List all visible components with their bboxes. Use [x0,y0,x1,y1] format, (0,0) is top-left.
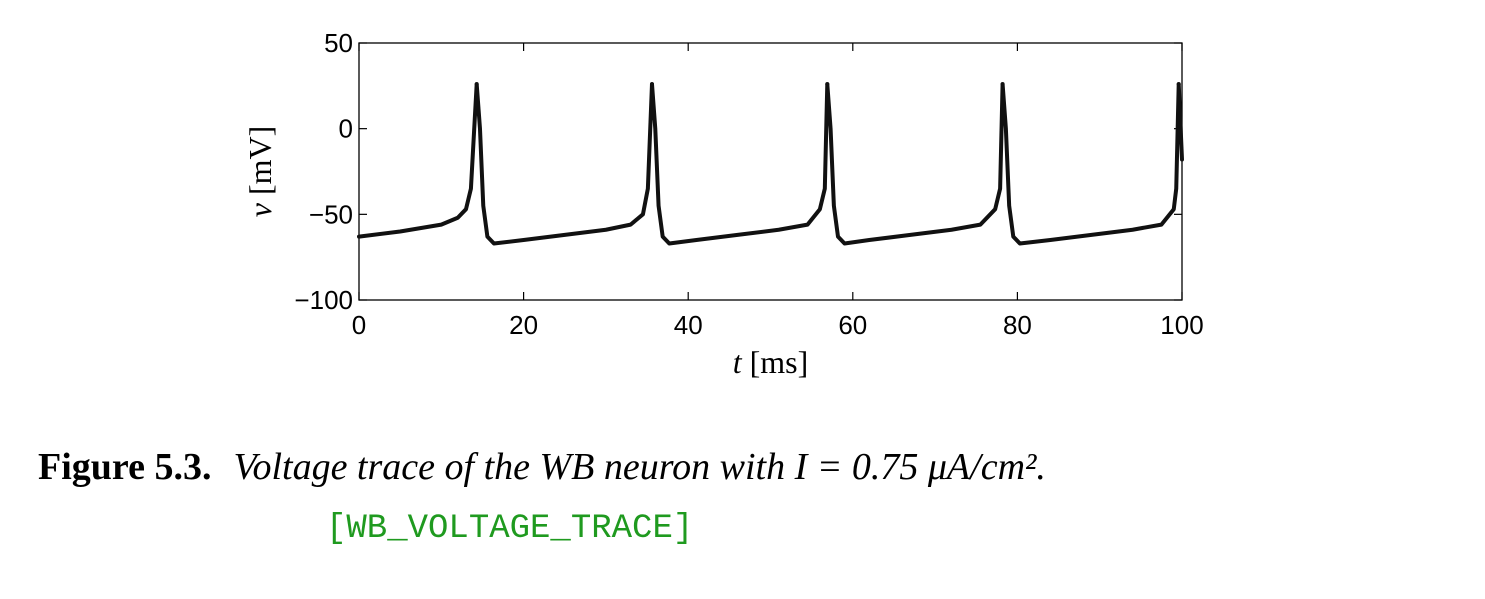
figure-caption: Figure 5.3. Voltage trace of the WB neuro… [38,445,1478,489]
plot-frame [358,42,1183,301]
spike-peak [825,82,830,87]
x-tick-label: 100 [1160,310,1203,340]
caption-label: Figure 5.3. [38,446,212,488]
y-tick-label: 0 [339,114,353,144]
spike-peak [1000,82,1005,87]
y-tick-label: 50 [324,28,353,58]
y-tick-label: −50 [309,199,353,229]
spike-peak [474,82,479,87]
caption-text: Voltage trace of the WB neuron with I = … [233,446,1046,488]
x-axis-label: t [ms] [733,344,809,380]
y-tick-label: −100 [294,285,353,315]
y-axis-variable: v [242,202,278,217]
x-tick-label: 40 [674,310,703,340]
spike-peak [1176,82,1181,87]
x-axis-variable: t [733,344,743,380]
y-axis-label: v [mV] [242,126,278,218]
x-tick-label: 0 [352,310,366,340]
x-tick-label: 20 [509,310,538,340]
voltage-trace-chart: 0 20 40 60 80 100 −100 −50 0 50 t [ms] v [mV] [242,28,1204,380]
caption-tag: [WB_VOLTAGE_TRACE] [326,510,694,548]
y-axis-unit: [mV] [242,126,278,203]
voltage-trace-line [357,82,1184,246]
x-axis-unit: [ms] [742,344,809,380]
x-tick-label: 60 [838,310,867,340]
spike-peak [649,82,654,87]
x-tick-label: 80 [1003,310,1032,340]
